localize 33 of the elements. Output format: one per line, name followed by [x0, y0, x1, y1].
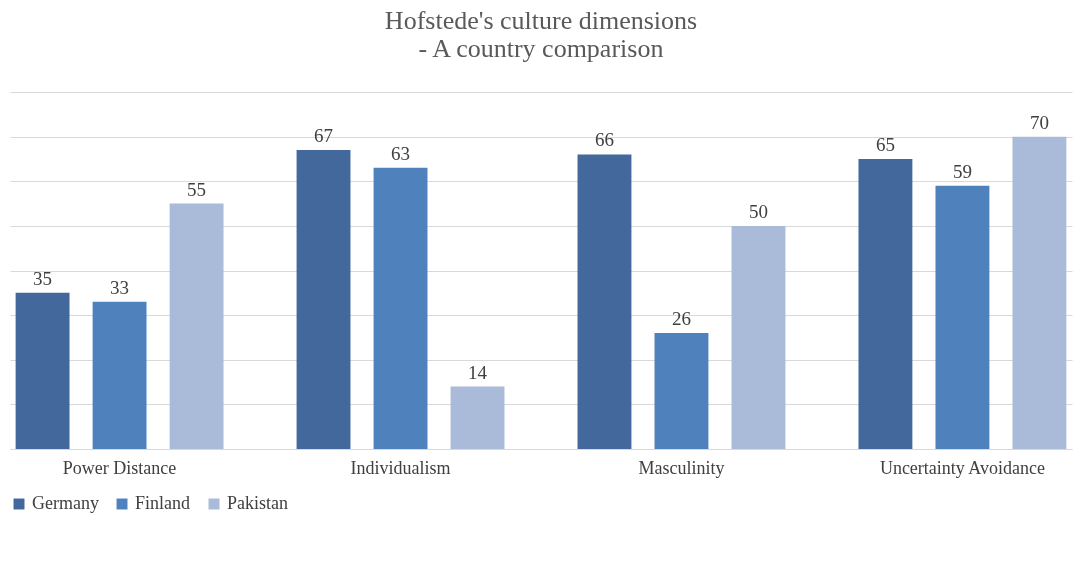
chart-title: Hofstede's culture dimensions: [384, 6, 698, 35]
bar: [450, 386, 505, 449]
bar: [654, 332, 709, 449]
x-tick-label: Uncertainty Avoidance: [879, 457, 1045, 478]
bar: [858, 158, 913, 449]
x-tick-label: Power Distance: [62, 457, 177, 478]
bar: [1012, 136, 1067, 449]
data-label: 65: [875, 133, 895, 155]
bar: [731, 225, 786, 449]
legend-label: Germany: [32, 493, 99, 513]
legend-label: Finland: [135, 493, 191, 513]
bar: [296, 150, 351, 449]
bar: [577, 154, 632, 449]
data-label: 35: [33, 267, 53, 289]
bar: [373, 167, 428, 449]
data-label: 66: [594, 129, 614, 151]
data-label: 50: [748, 200, 768, 222]
legend-label: Pakistan: [227, 493, 288, 513]
bar: [92, 301, 147, 449]
x-tick-label: Masculinity: [638, 457, 725, 478]
data-label: 55: [187, 178, 207, 200]
x-tick-label: Individualism: [350, 457, 451, 478]
bar: [935, 185, 990, 449]
data-label: 26: [671, 307, 691, 329]
data-label: 67: [314, 125, 334, 147]
data-label: 59: [952, 160, 972, 182]
data-label: 14: [468, 361, 488, 383]
bar: [15, 292, 70, 449]
data-label: 63: [391, 142, 411, 164]
chart-subtitle: - A country comparison: [418, 34, 664, 63]
data-label: 70: [1029, 111, 1049, 133]
data-label: 33: [110, 276, 130, 298]
bar: [169, 203, 224, 449]
